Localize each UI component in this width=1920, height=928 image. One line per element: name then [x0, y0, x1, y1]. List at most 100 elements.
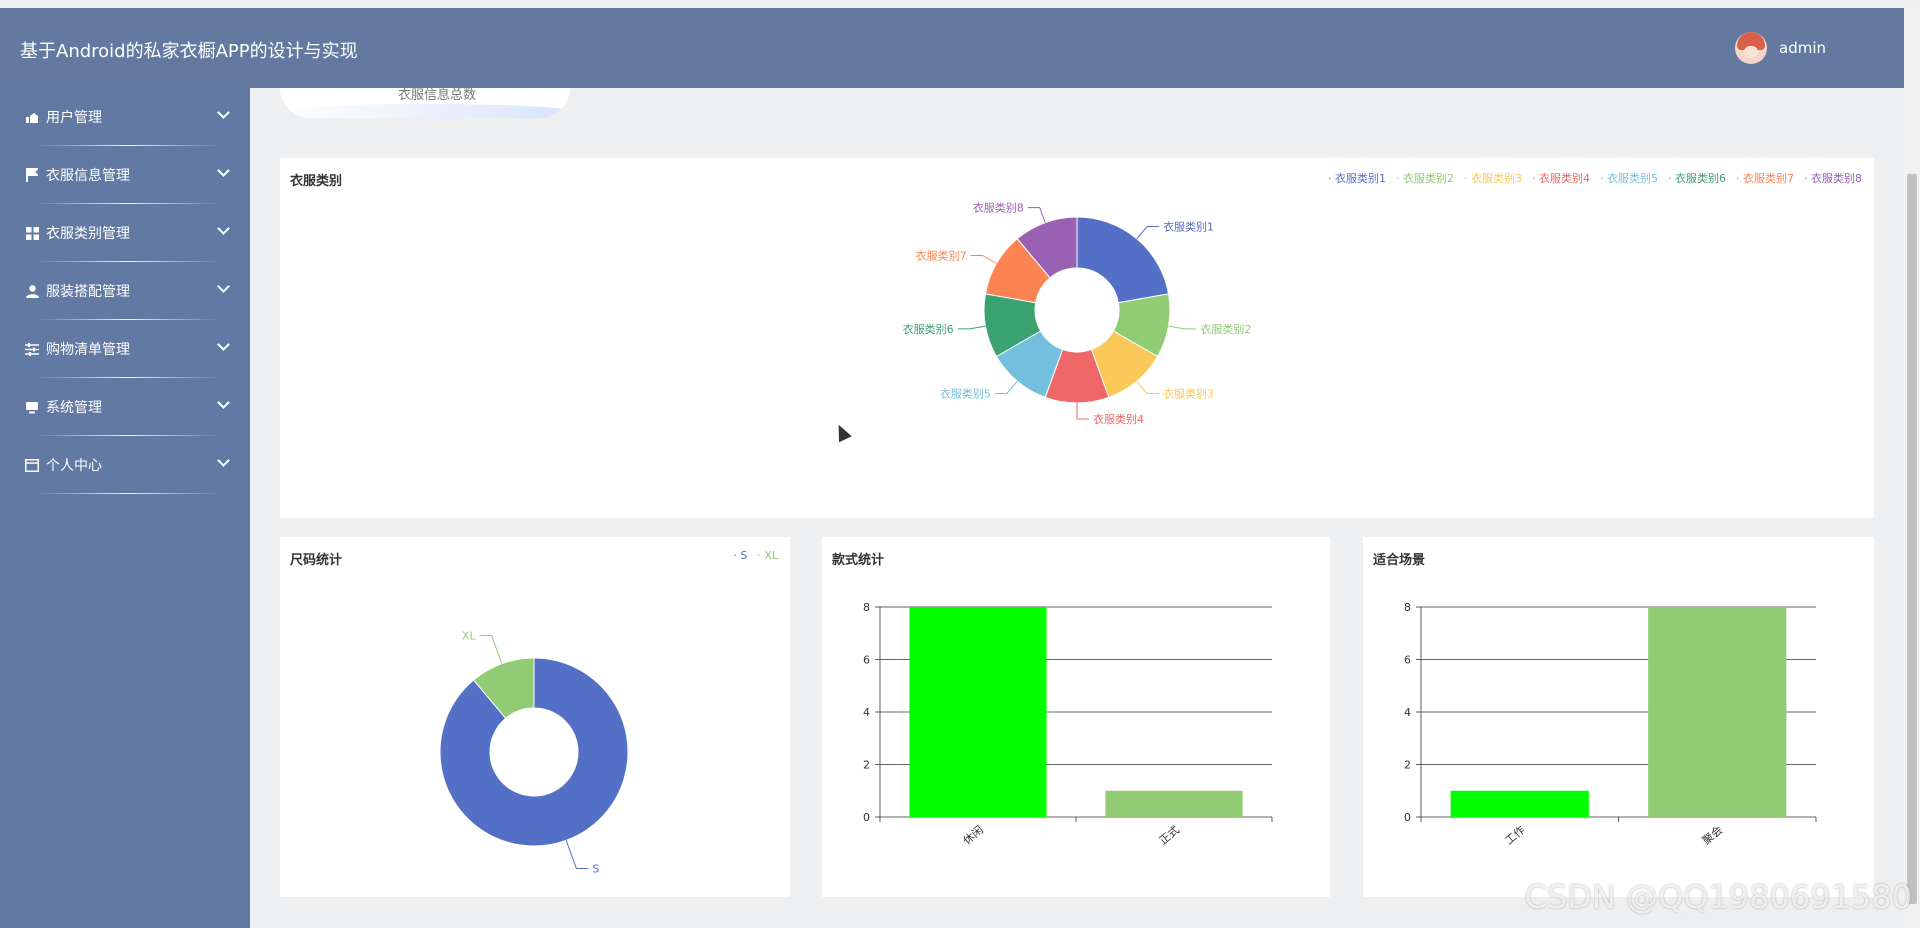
menu-divider [40, 261, 216, 262]
main-content: 衣服信息总数 衣服类别 衣服类别1衣服类别2衣服类别3衣服类别4衣服类别5衣服类… [250, 88, 1904, 928]
slice-label: 衣服类别8 [973, 201, 1024, 215]
legend-item[interactable]: 衣服类别5 [1600, 170, 1658, 186]
username-label[interactable]: admin [1779, 39, 1826, 57]
y-tick-label: 4 [1404, 706, 1411, 719]
y-tick-label: 6 [1404, 654, 1411, 667]
legend-item[interactable]: 衣服类别3 [1464, 170, 1522, 186]
pie-slice[interactable] [472, 657, 535, 719]
card-wave-decoration [280, 104, 570, 118]
watermark: CSDN @QQ1980691580 [1524, 878, 1912, 916]
menu-divider [40, 145, 216, 146]
sidebar: 用户管理 衣服信息管理 衣服类别管理 服装搭配管理 购物清单管理 [0, 88, 250, 928]
sidebar-item-clothes-category[interactable]: 衣服类别管理 [0, 204, 250, 262]
user-manage-icon [24, 109, 40, 125]
slice-label: 衣服类别3 [1163, 386, 1214, 400]
style-chart-panel: 款式统计 0 2 4 6 8 休闲 正式 [822, 537, 1330, 897]
chart-title: 衣服类别 [290, 174, 343, 189]
sidebar-item-system[interactable]: 系统管理 [0, 378, 250, 436]
scene-bar-chart: 0 2 4 6 8 工作 聚会 [1404, 601, 1817, 847]
slice-label: 衣服类别1 [1163, 220, 1214, 234]
chevron-down-icon [217, 454, 230, 467]
size-donut-chart: S XL [439, 629, 629, 876]
avatar[interactable] [1735, 32, 1767, 64]
chart-title: 款式统计 [832, 553, 885, 568]
slice-label: 衣服类别5 [940, 386, 991, 400]
pie-slice[interactable] [439, 657, 629, 847]
category-chart-panel: 衣服类别 衣服类别1 衣服类别2 衣服类别3 衣服类别4 衣服类别5 衣服类别6 衣服类别7… [280, 158, 1874, 518]
flag-icon [24, 167, 40, 183]
y-tick-label: 2 [863, 759, 870, 772]
sidebar-item-label: 系统管理 [46, 400, 102, 416]
chart-legend: S XL [733, 549, 778, 562]
slice-label: 衣服类别2 [1200, 322, 1251, 336]
page-scrollbar[interactable] [1904, 8, 1920, 928]
legend-item[interactable]: S [733, 549, 747, 562]
chevron-down-icon [217, 164, 230, 177]
label-leader-line [994, 380, 1018, 394]
menu-divider [40, 203, 216, 204]
y-tick-label: 6 [863, 654, 870, 667]
legend-item[interactable]: 衣服类别7 [1736, 170, 1794, 186]
pie-slice[interactable] [1076, 216, 1170, 304]
label-leader-line [1136, 226, 1160, 240]
legend-item[interactable]: 衣服类别1 [1328, 170, 1386, 186]
style-bar-chart: 0 2 4 6 8 休闲 正式 [863, 601, 1273, 848]
sidebar-item-shopping-list[interactable]: 购物清单管理 [0, 320, 250, 378]
y-tick-label: 8 [863, 601, 870, 614]
user-menu[interactable]: admin [1735, 32, 1826, 64]
sidebar-item-label: 用户管理 [46, 110, 102, 126]
legend-item[interactable]: 衣服类别4 [1532, 170, 1590, 186]
sidebar-item-outfit[interactable]: 服装搭配管理 [0, 262, 250, 320]
chart-title: 适合场景 [1373, 553, 1426, 568]
label-leader-line [1076, 403, 1089, 420]
menu-divider [40, 377, 216, 378]
legend-item[interactable]: 衣服类别8 [1804, 170, 1862, 186]
x-tick-label: 正式 [1157, 823, 1182, 847]
scene-chart-panel: 适合场景 0 2 4 6 8 工作 聚会 [1363, 537, 1874, 897]
sidebar-item-label: 衣服信息管理 [46, 168, 130, 184]
y-tick-label: 4 [863, 706, 870, 719]
sidebar-item-label: 购物清单管理 [46, 342, 130, 358]
grid-icon [24, 225, 40, 241]
card-icon [24, 457, 40, 473]
slice-label: 衣服类别6 [903, 322, 954, 336]
slice-label: 衣服类别7 [916, 249, 967, 263]
chart-title: 尺码统计 [290, 553, 343, 568]
y-tick-label: 0 [1404, 811, 1411, 824]
bar[interactable] [1648, 607, 1787, 817]
slice-label: 衣服类别4 [1093, 412, 1144, 426]
menu-divider [40, 319, 216, 320]
legend-item[interactable]: 衣服类别6 [1668, 170, 1726, 186]
sidebar-item-label: 个人中心 [46, 458, 102, 474]
monitor-icon [24, 399, 40, 415]
chevron-down-icon [217, 396, 230, 409]
label-leader-line [957, 325, 986, 330]
bar[interactable] [1105, 790, 1243, 817]
sidebar-item-personal-center[interactable]: 个人中心 [0, 436, 250, 494]
slice-label: XL [462, 629, 477, 642]
label-leader-line [1168, 325, 1197, 330]
bar[interactable] [909, 607, 1047, 817]
sidebar-item-label: 服装搭配管理 [46, 284, 130, 300]
y-tick-label: 8 [1404, 601, 1411, 614]
menu-divider [40, 493, 216, 494]
top-header: 基于Android的私家衣橱APP的设计与实现 admin [0, 8, 1904, 88]
chevron-down-icon [217, 106, 230, 119]
sliders-icon [24, 341, 40, 357]
chevron-down-icon [217, 222, 230, 235]
x-tick-label: 休闲 [960, 823, 986, 848]
legend-item[interactable]: XL [757, 549, 778, 562]
size-chart-panel: 尺码统计 S XL S XL [280, 537, 790, 897]
sidebar-item-user-management[interactable]: 用户管理 [0, 88, 250, 146]
label-leader-line [970, 255, 997, 264]
scrollbar-thumb[interactable] [1907, 174, 1917, 904]
pie-slice[interactable] [1016, 216, 1078, 279]
menu-divider [40, 435, 216, 436]
sidebar-item-clothes-info[interactable]: 衣服信息管理 [0, 146, 250, 204]
legend-item[interactable]: 衣服类别2 [1396, 170, 1454, 186]
y-tick-label: 0 [863, 811, 870, 824]
sidebar-item-label: 衣服类别管理 [46, 226, 130, 242]
label-leader-line [479, 634, 503, 664]
bar[interactable] [1450, 790, 1589, 817]
slice-label: S [592, 863, 599, 876]
